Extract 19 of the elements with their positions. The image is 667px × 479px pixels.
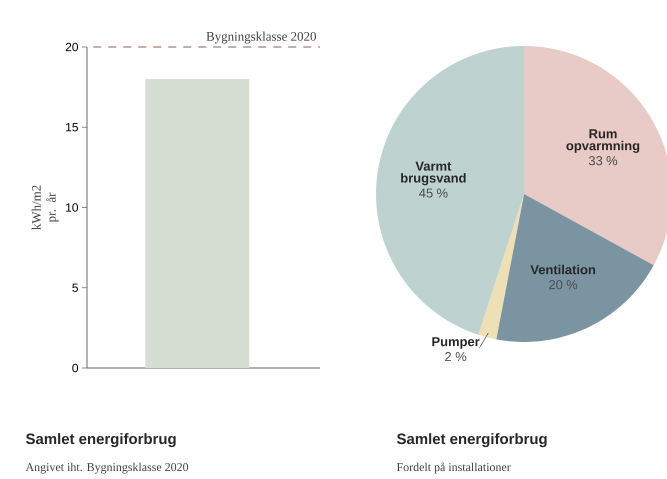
y-tick-label: 15 <box>66 123 78 132</box>
y-axis-title: kWh/m2 pr. år <box>32 186 58 230</box>
y-tick-label: 5 <box>72 284 78 292</box>
y-tick-label: 20 <box>66 42 78 52</box>
y-tick-label: 10 <box>66 203 78 212</box>
y-tick-label: 0 <box>72 364 78 372</box>
data-label: 33 % <box>588 156 618 166</box>
text: Fordelt på installationer <box>396 462 511 474</box>
data-label: 20 % <box>549 280 578 290</box>
slice-label: Varmt brugsvand <box>401 162 466 186</box>
data-label: 45 % <box>419 188 448 198</box>
ref-line-label: Bygningsklasse 2020 <box>206 32 316 44</box>
text: Angivet iht. Bygningsklasse 2020 <box>26 462 188 474</box>
slice-label: Rum opvarmning <box>566 129 640 153</box>
data-label: 2 % <box>445 352 466 362</box>
text: Samlet energiforbrug <box>26 433 176 448</box>
slice-label: Ventilation <box>530 264 596 274</box>
slice-label: Pumper <box>432 337 480 349</box>
text: Samlet energiforbrug <box>396 433 547 448</box>
